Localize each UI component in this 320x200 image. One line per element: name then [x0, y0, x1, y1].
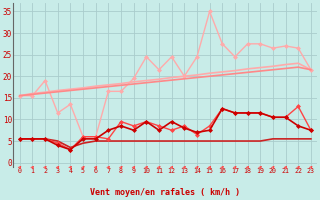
X-axis label: Vent moyen/en rafales ( km/h ): Vent moyen/en rafales ( km/h )	[90, 188, 240, 197]
